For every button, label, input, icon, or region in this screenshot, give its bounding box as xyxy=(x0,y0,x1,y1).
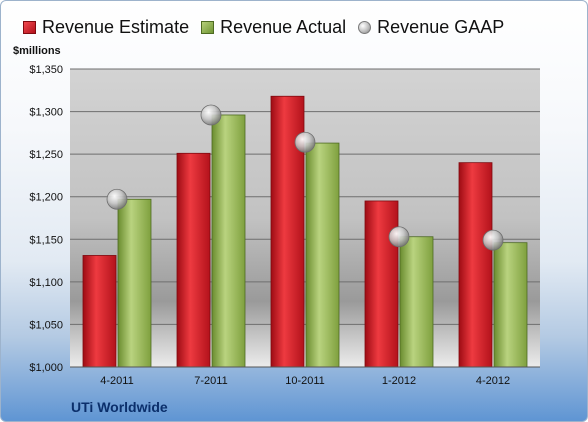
bar-revenue-estimate xyxy=(270,95,305,368)
legend-item-estimate: Revenue Estimate xyxy=(23,17,189,38)
y-tick-label: $1,200 xyxy=(29,192,63,204)
x-tick-label: 7-2011 xyxy=(194,375,227,387)
x-tick-label: 4-2011 xyxy=(100,375,133,387)
y-tick-label: $1,100 xyxy=(29,277,63,289)
x-tick-label: 4-2012 xyxy=(476,375,510,387)
y-tick-label: $1,300 xyxy=(29,107,63,119)
bar-revenue-estimate xyxy=(458,162,493,368)
legend-swatch-actual xyxy=(201,21,215,34)
bar-revenue-estimate xyxy=(176,152,211,368)
y-tick-label: $1,250 xyxy=(29,149,63,161)
bar-revenue-estimate xyxy=(82,255,117,368)
legend-label-estimate: Revenue Estimate xyxy=(42,17,190,37)
bar-revenue-actual xyxy=(117,198,152,368)
marker-revenue-gaap xyxy=(388,226,410,248)
x-tick-label: 1-2012 xyxy=(382,375,416,387)
legend-label-actual: Revenue Actual xyxy=(220,17,347,37)
bar-revenue-estimate xyxy=(364,200,399,368)
legend-swatch-gaap xyxy=(358,21,372,34)
marker-revenue-gaap xyxy=(294,131,316,153)
legend: Revenue Estimate Revenue Actual Revenue … xyxy=(23,17,516,38)
legend-item-actual: Revenue Actual xyxy=(201,17,346,38)
bar-revenue-actual xyxy=(493,242,528,368)
y-tick-label: $1,000 xyxy=(29,362,63,374)
y-tick-label: $1,050 xyxy=(29,319,63,331)
legend-item-gaap: Revenue GAAP xyxy=(358,17,504,38)
x-tick-label: 10-2011 xyxy=(285,375,325,387)
marker-revenue-gaap xyxy=(200,104,222,126)
bar-revenue-actual xyxy=(399,236,434,368)
company-name: UTi Worldwide xyxy=(71,399,168,415)
y-tick-label: $1,150 xyxy=(29,234,63,246)
bar-revenue-actual xyxy=(305,142,340,368)
legend-swatch-estimate xyxy=(23,21,36,34)
legend-label-gaap: Revenue GAAP xyxy=(377,17,505,37)
marker-revenue-gaap xyxy=(106,188,128,210)
bar-revenue-actual xyxy=(211,114,246,368)
marker-revenue-gaap xyxy=(482,229,504,251)
y-axis-units-label: $millions xyxy=(13,45,61,57)
y-tick-label: $1,350 xyxy=(29,64,63,76)
